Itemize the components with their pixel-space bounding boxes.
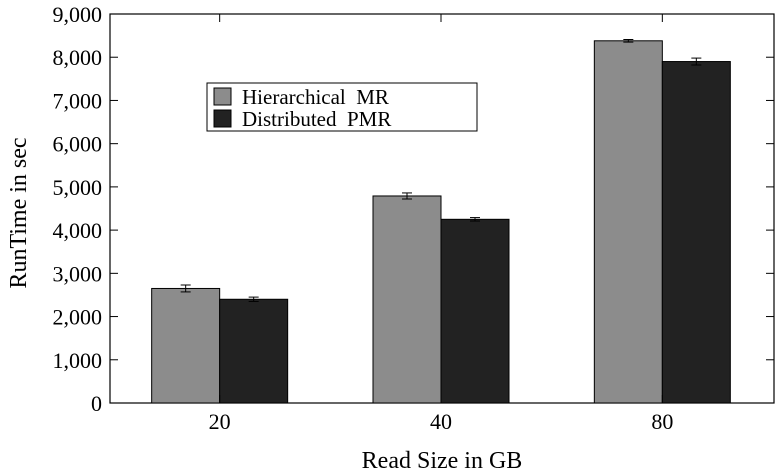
bar [372,195,442,404]
y-tick-label: 7,000 [53,88,103,113]
legend-label-hierarchical-mr: Hierarchical MR [242,85,389,109]
y-tick-label: 1,000 [53,348,103,373]
bar [661,61,731,404]
y-axis-ticks: 0 1,000 2,000 3,000 4,000 5,000 6,000 7,000 8,00… [53,2,774,416]
x-axis-title: Read Size in GB [362,448,523,472]
y-tick-label: 8,000 [53,45,103,70]
y-tick-label: 6,000 [53,132,103,157]
bar [151,287,221,404]
legend-swatch-hierarchical-mr [213,87,232,106]
y-tick-label: 5,000 [53,175,103,200]
x-tick-label: 80 [651,409,673,434]
bar [440,218,510,404]
x-axis-ticks: 20 40 80 [209,14,673,434]
y-tick-label: 0 [91,391,102,416]
x-tick-label: 40 [430,409,452,434]
bar [219,298,289,404]
bar [593,40,663,404]
bar-series [151,39,731,404]
y-tick-label: 3,000 [53,261,103,286]
legend: Hierarchical MR Distributed PMR [206,82,478,132]
y-tick-label: 4,000 [53,218,103,243]
x-tick-label: 20 [209,409,231,434]
y-axis-title: RunTime in sec [6,137,32,288]
y-tick-label: 2,000 [53,305,103,330]
legend-box [206,82,478,132]
y-tick-label: 9,000 [53,2,103,27]
legend-swatch-distributed-pmr [213,109,232,128]
legend-label-distributed-pmr: Distributed PMR [242,107,391,131]
